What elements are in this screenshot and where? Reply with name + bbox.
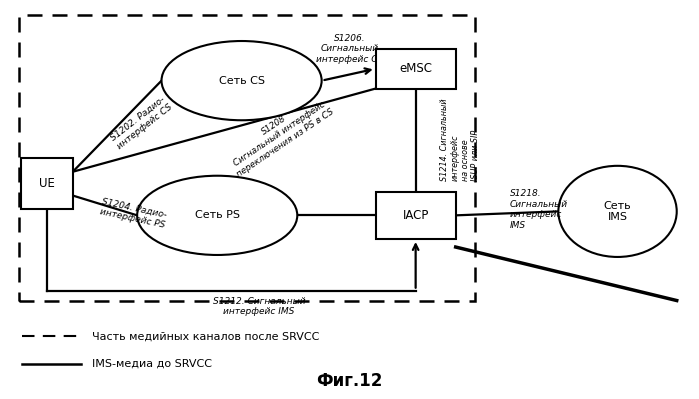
Ellipse shape — [559, 166, 677, 257]
Bar — [20, 158, 73, 209]
Text: IACP: IACP — [403, 209, 428, 222]
Ellipse shape — [161, 41, 322, 120]
Text: Сеть CS: Сеть CS — [219, 76, 265, 86]
Text: UE: UE — [38, 177, 55, 190]
Text: IMS-медиа до SRVCC: IMS-медиа до SRVCC — [92, 359, 212, 369]
Text: Сеть PS: Сеть PS — [195, 210, 240, 220]
Text: S1208
Сигнальный интерфейс
переключения из PS в CS: S1208 Сигнальный интерфейс переключения … — [224, 89, 336, 179]
Text: S1218.
Сигнальный
интерфейс
IMS: S1218. Сигнальный интерфейс IMS — [510, 189, 568, 229]
Bar — [19, 15, 475, 300]
Text: eMSC: eMSC — [399, 62, 432, 75]
Text: Часть медийных каналов после SRVCC: Часть медийных каналов после SRVCC — [92, 331, 319, 341]
Text: S1214. Сигнальный
интерфейс
на основе
ISUP или SIP: S1214. Сигнальный интерфейс на основе IS… — [440, 99, 480, 182]
Text: S1212. Сигнальный
интерфейс IMS: S1212. Сигнальный интерфейс IMS — [212, 296, 305, 316]
Text: Фиг.12: Фиг.12 — [317, 373, 382, 391]
Bar — [375, 49, 456, 89]
Text: S1204. Радио-
интерфейс PS: S1204. Радио- интерфейс PS — [99, 197, 168, 230]
Bar — [375, 192, 456, 239]
Ellipse shape — [137, 176, 297, 255]
Text: S1206.
Сигнальный
интерфейс CS: S1206. Сигнальный интерфейс CS — [316, 34, 383, 64]
Text: Сеть
IMS: Сеть IMS — [604, 201, 631, 222]
Text: S1202. Радио-
интерфейс CS: S1202. Радио- интерфейс CS — [109, 94, 174, 150]
